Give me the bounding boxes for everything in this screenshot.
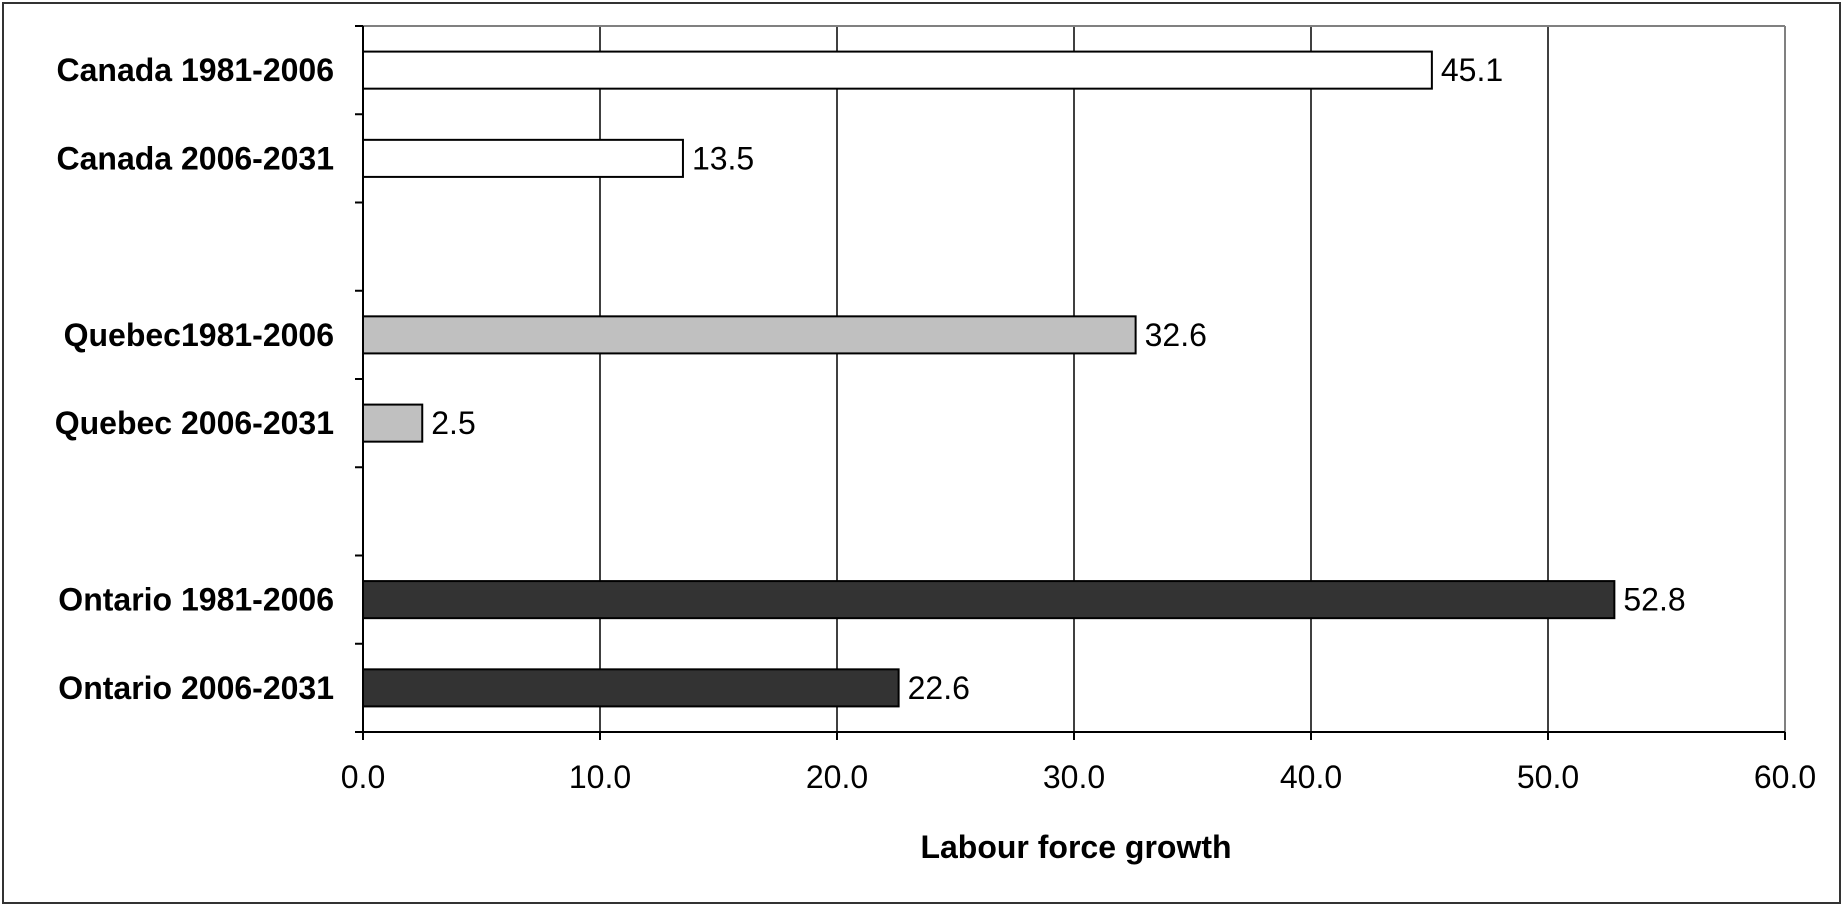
- x-tick-label: 20.0: [806, 759, 868, 795]
- category-label: Quebec 2006-2031: [55, 405, 334, 441]
- data-label: 2.5: [431, 405, 475, 441]
- x-tick-label: 30.0: [1043, 759, 1105, 795]
- category-label: Ontario 2006-2031: [58, 670, 334, 706]
- data-label: 45.1: [1441, 52, 1503, 88]
- x-tick-label: 0.0: [341, 759, 385, 795]
- x-axis-title: Labour force growth: [920, 829, 1231, 865]
- category-label: Canada 2006-2031: [56, 140, 334, 176]
- bar: [362, 315, 1137, 355]
- x-tick-label: 60.0: [1754, 759, 1816, 795]
- bar: [362, 50, 1433, 90]
- axes: [355, 25, 1786, 740]
- data-label: 13.5: [692, 140, 754, 176]
- x-tick-label: 40.0: [1280, 759, 1342, 795]
- x-tick-label: 50.0: [1517, 759, 1579, 795]
- category-label: Ontario 1981-2006: [58, 582, 334, 618]
- bar: [362, 668, 900, 708]
- data-label: 52.8: [1623, 582, 1685, 618]
- category-label: Quebec1981-2006: [64, 317, 334, 353]
- data-label: 22.6: [908, 670, 970, 706]
- bar: [362, 403, 424, 443]
- bar: [362, 580, 1616, 620]
- bar: [362, 138, 684, 178]
- x-tick-label: 10.0: [569, 759, 631, 795]
- labels: 45.1 Canada 1981-2006 13.5 Canada 2006-2031…: [55, 52, 1816, 795]
- category-label: Canada 1981-2006: [56, 52, 334, 88]
- data-label: 32.6: [1145, 317, 1207, 353]
